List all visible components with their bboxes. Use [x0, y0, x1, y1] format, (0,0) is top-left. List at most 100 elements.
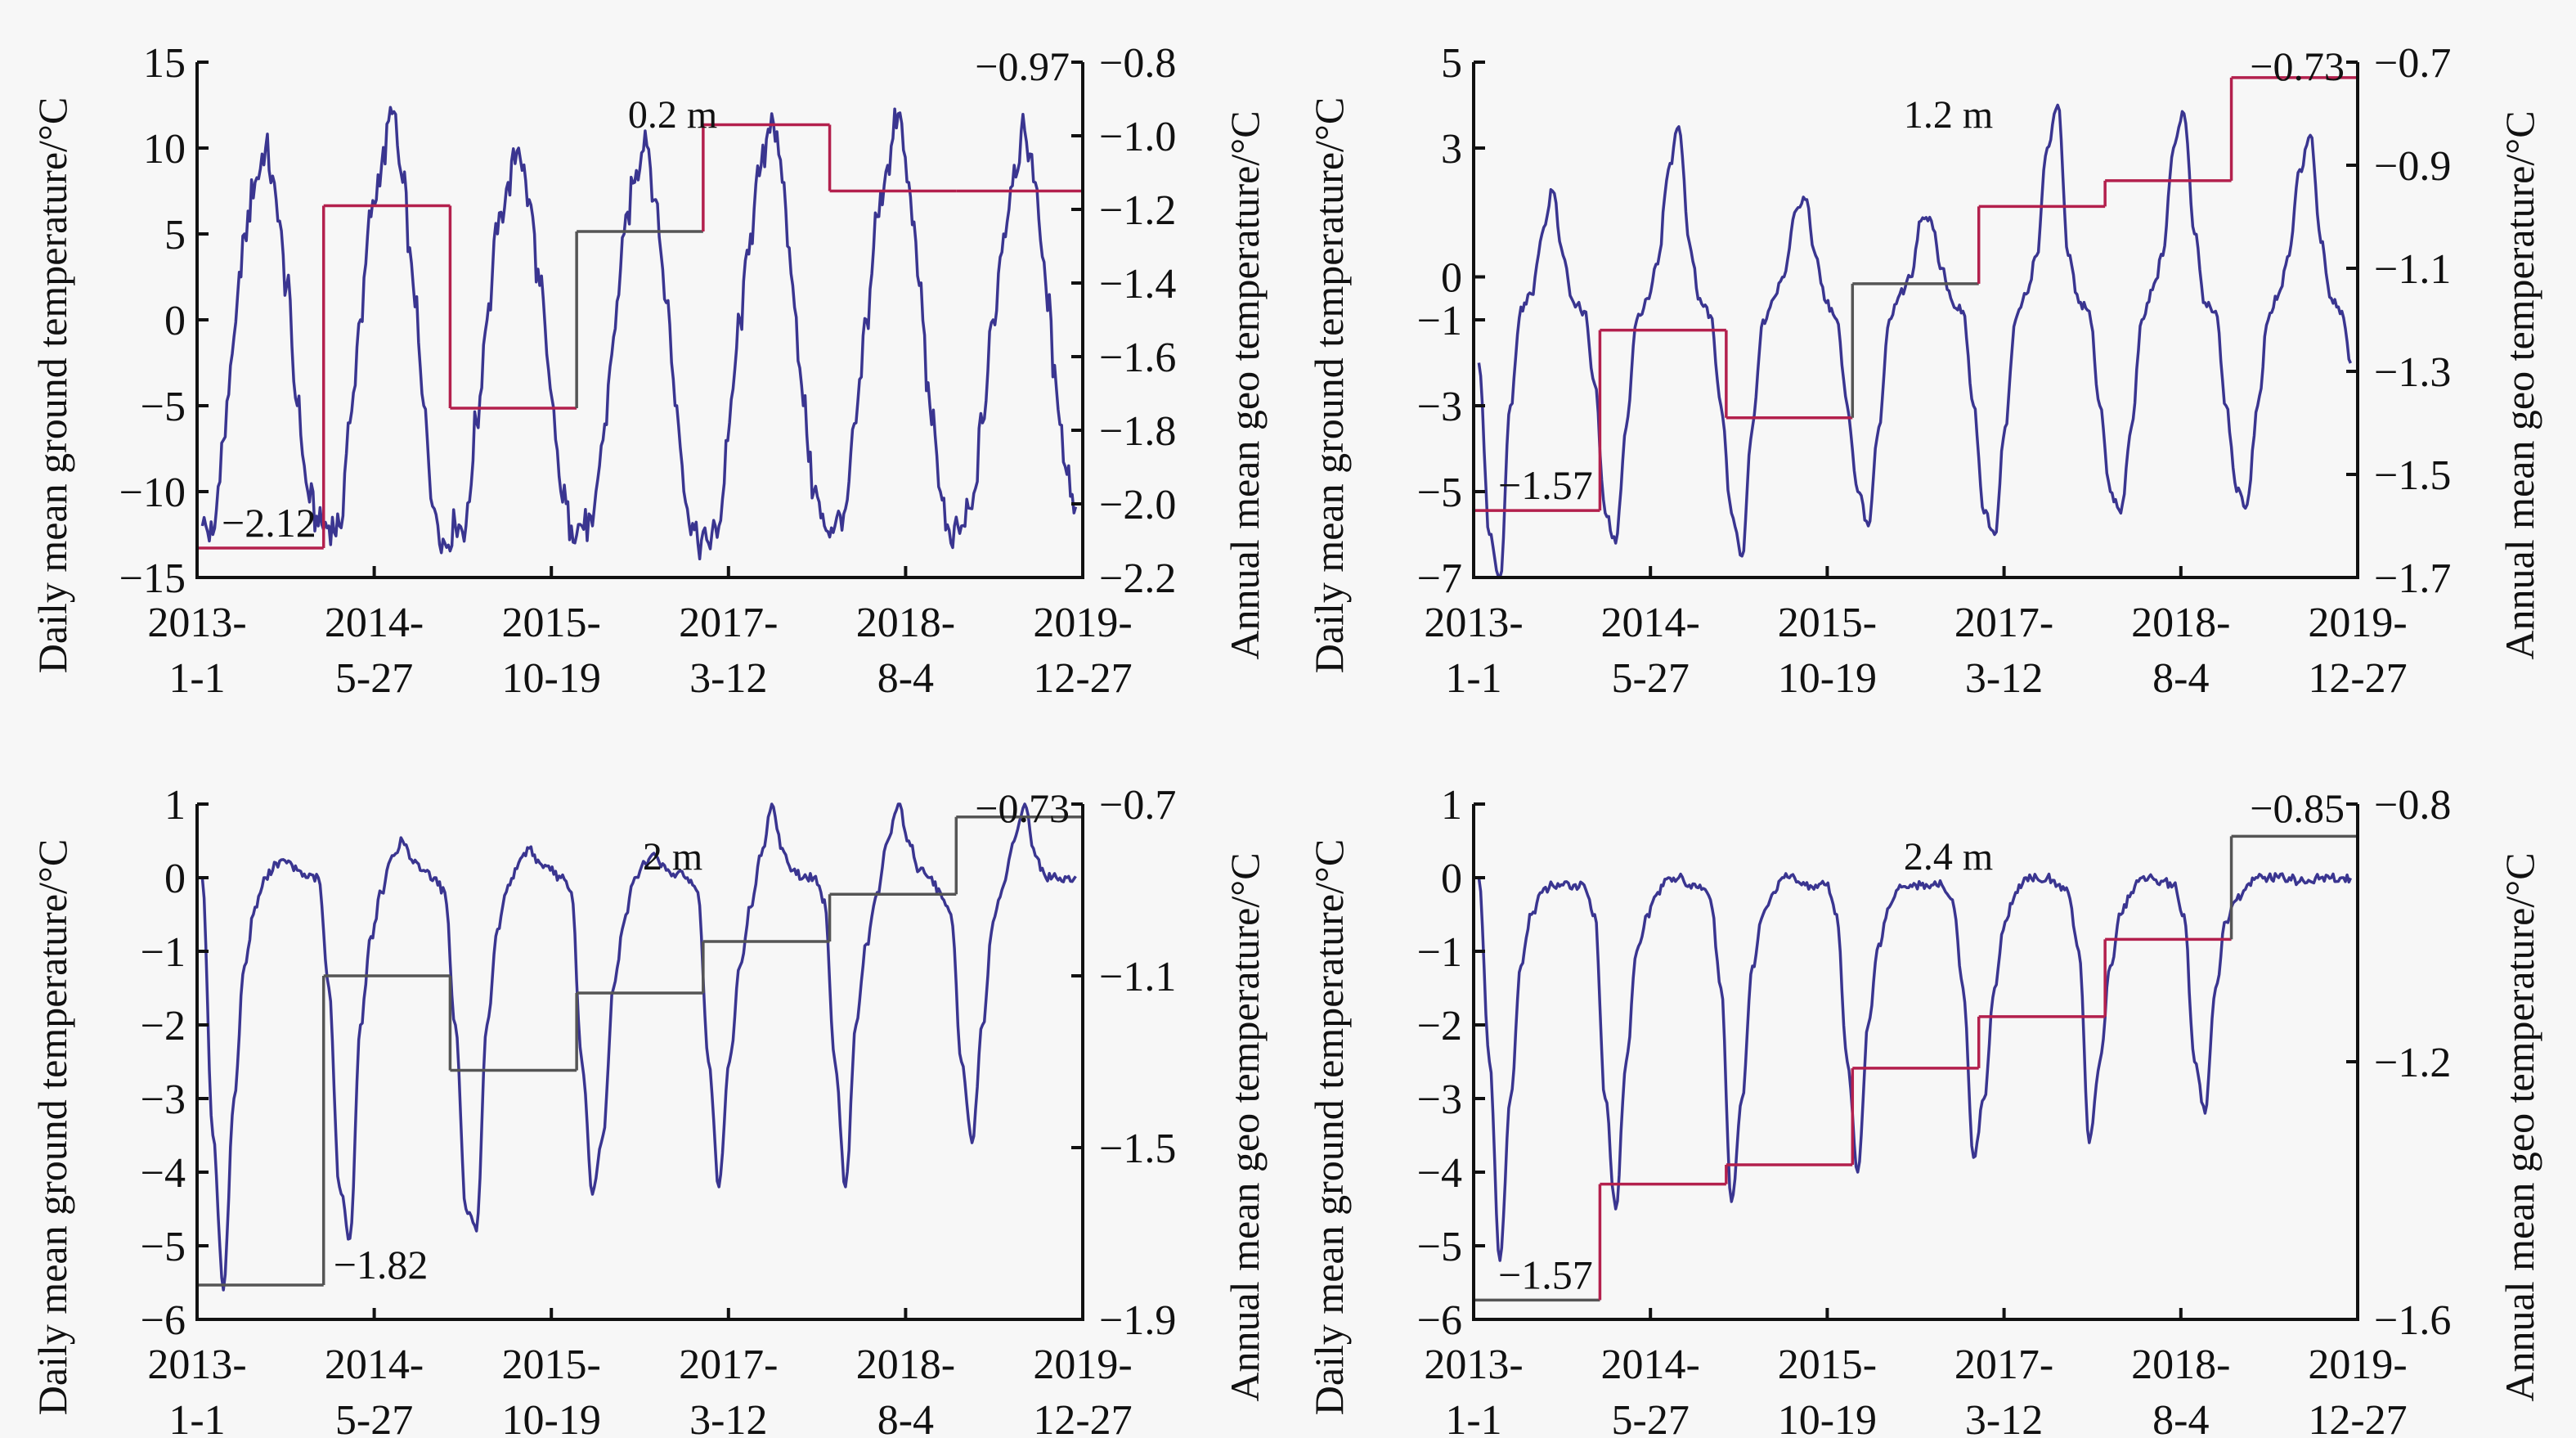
- axes-frame: [195, 804, 1084, 1321]
- right-y-tick-label: −1.1: [1099, 954, 1176, 1000]
- x-tick-label-date: 8-4: [2152, 655, 2209, 702]
- left-y-tick-label: −1: [141, 929, 186, 976]
- x-tick-label-year: 2014-: [1601, 600, 1700, 646]
- left-y-tick-label: −4: [141, 1150, 186, 1197]
- left-y-tick-label: −3: [1417, 1076, 1462, 1123]
- right-y-tick-label: −2.0: [1099, 482, 1176, 528]
- x-tick-label-year: 2014-: [325, 1341, 424, 1388]
- x-tick-label-date: 10-19: [1778, 655, 1877, 702]
- left-y-tick-label: −15: [119, 555, 186, 602]
- left-y-tick-label: −5: [1417, 470, 1462, 516]
- x-tick-label-date: 10-19: [502, 655, 601, 702]
- left-y-tick-label: −4: [1417, 1150, 1462, 1197]
- panel-depth-title: 2 m: [643, 835, 702, 879]
- right-y-tick-label: −1.7: [2374, 555, 2451, 602]
- panel-depth-title: 0.2 m: [628, 93, 717, 137]
- right-y-tick-label: −0.8: [2374, 782, 2451, 829]
- left-axis-title: Daily mean ground temperature/°C: [1306, 97, 1352, 674]
- x-tick-label-year: 2017-: [679, 600, 778, 646]
- chart-panel-1: −15 −10 −5 0 5 10 15 −2.2 −2.0 −1.8 −1.6 −1.4 −1.2 −1…: [29, 40, 1268, 702]
- right-y-tick-label: −1.5: [1099, 1126, 1176, 1172]
- left-y-tick-label: 0: [164, 856, 186, 902]
- x-tick-label-date: 10-19: [1778, 1397, 1877, 1438]
- left-y-tick-label: −1: [1417, 929, 1462, 976]
- x-tick-label-date: 12-27: [1033, 655, 1132, 702]
- right-y-tick-label: −2.2: [1099, 555, 1176, 602]
- right-y-tick-label: −1.6: [2374, 1297, 2451, 1344]
- left-y-tick-label: 1: [1441, 782, 1462, 829]
- right-y-tick-label: −0.9: [2374, 143, 2451, 190]
- x-tick-label-year: 2017-: [679, 1341, 778, 1388]
- right-y-tick-label: −1.9: [1099, 1297, 1176, 1344]
- x-tick-label-date: 5-27: [1612, 655, 1690, 702]
- daily-temperature-line: [200, 802, 1077, 1292]
- x-tick-label-year: 2013-: [147, 600, 246, 646]
- daily-temperature-line: [200, 106, 1078, 561]
- panel-depth-title: 2.4 m: [1904, 835, 1993, 879]
- right-axis-title: Annual mean geo temperature/°C: [1222, 110, 1268, 659]
- x-tick-label-year: 2019-: [2308, 600, 2407, 646]
- x-tick-label-year: 2013-: [1424, 1341, 1523, 1388]
- x-tick-label-date: 5-27: [335, 655, 413, 702]
- x-tick-label-year: 2015-: [502, 1341, 601, 1388]
- x-tick-label-date: 1-1: [168, 1397, 225, 1438]
- x-tick-label-date: 8-4: [877, 655, 934, 702]
- left-y-tick-label: 15: [143, 40, 186, 87]
- x-tick-label-date: 10-19: [502, 1397, 601, 1438]
- left-y-tick-label: −10: [119, 470, 186, 516]
- x-tick-label-date: 3-12: [1965, 655, 2043, 702]
- annual-mean-annotation: −0.85: [2250, 785, 2345, 831]
- right-axis-title: Annual mean geo temperature/°C: [1222, 852, 1268, 1401]
- left-y-tick-label: 3: [1441, 126, 1462, 173]
- chart-panel-2: −7 −5 −3 −10 3 5 −1.7 −1.5 −1.3 −1.1 −0.9 −0.7 2013-…: [1306, 40, 2542, 702]
- right-y-tick-label: −0.7: [1099, 782, 1176, 829]
- right-y-tick-label: −1.5: [2374, 452, 2451, 499]
- chart-panel-4: −6 −5 −4 −3 −2 −1 0 1 −1.6 −1.2 −0.8 2013- 1-1 2014- 5…: [1306, 782, 2542, 1438]
- annual-mean-annotation: −0.97: [975, 43, 1070, 89]
- x-tick-label-date: 3-12: [689, 1397, 767, 1438]
- right-y-tick-label: −1.2: [2374, 1040, 2451, 1086]
- left-axis-title: Daily mean ground temperature/°C: [29, 839, 75, 1416]
- left-y-tick-label: −2: [1417, 1003, 1462, 1049]
- left-y-tick-label: −6: [1417, 1297, 1462, 1344]
- right-y-tick-label: −1.1: [2374, 246, 2451, 293]
- x-tick-label-year: 2018-: [2131, 600, 2230, 646]
- right-y-tick-label: −1.0: [1099, 114, 1176, 160]
- left-y-tick-label: −2: [141, 1003, 186, 1049]
- x-tick-label-year: 2013-: [147, 1341, 246, 1388]
- x-tick-label-year: 2015-: [1778, 1341, 1877, 1388]
- x-tick-label-year: 2014-: [325, 600, 424, 646]
- daily-temperature-line: [1477, 103, 2353, 579]
- right-axis-title: Annual mean geo temperature/°C: [2497, 110, 2542, 659]
- left-y-tick-label: −5: [141, 1224, 186, 1270]
- x-tick-label-date: 8-4: [2152, 1397, 2209, 1438]
- annual-mean-annotation: −1.57: [1498, 462, 1593, 508]
- right-y-tick-label: −0.8: [1099, 40, 1176, 87]
- annual-mean-annotation: −0.73: [2250, 43, 2345, 89]
- right-y-tick-label: −0.7: [2374, 40, 2451, 87]
- left-y-tick-label: −5: [1417, 1224, 1462, 1270]
- left-y-tick-label: 10: [143, 126, 186, 173]
- left-axis-title: Daily mean ground temperature/°C: [29, 97, 75, 674]
- x-tick-label-date: 12-27: [1033, 1397, 1132, 1438]
- left-y-tick-label: 1: [164, 782, 186, 829]
- x-tick-label-date: 12-27: [2308, 655, 2407, 702]
- x-tick-label-date: 3-12: [1965, 1397, 2043, 1438]
- x-tick-label-date: 1-1: [1445, 655, 1501, 702]
- x-tick-label-year: 2019-: [2308, 1341, 2407, 1388]
- right-y-tick-label: −1.6: [1099, 335, 1176, 381]
- x-tick-label-date: 8-4: [877, 1397, 934, 1438]
- x-tick-label-year: 2017-: [1954, 600, 2053, 646]
- right-axis-title: Annual mean geo temperature/°C: [2497, 852, 2542, 1401]
- right-y-tick-label: −1.8: [1099, 408, 1176, 455]
- right-y-tick-label: −1.2: [1099, 187, 1176, 234]
- left-y-tick-label: −5: [141, 384, 186, 430]
- annual-mean-annotation: −1.57: [1498, 1252, 1593, 1297]
- x-tick-label-year: 2019-: [1033, 600, 1132, 646]
- left-y-tick-label: 5: [1441, 40, 1462, 87]
- x-tick-label-date: 5-27: [1612, 1397, 1690, 1438]
- x-tick-label-year: 2015-: [1778, 600, 1877, 646]
- panel-depth-title: 1.2 m: [1904, 93, 1993, 137]
